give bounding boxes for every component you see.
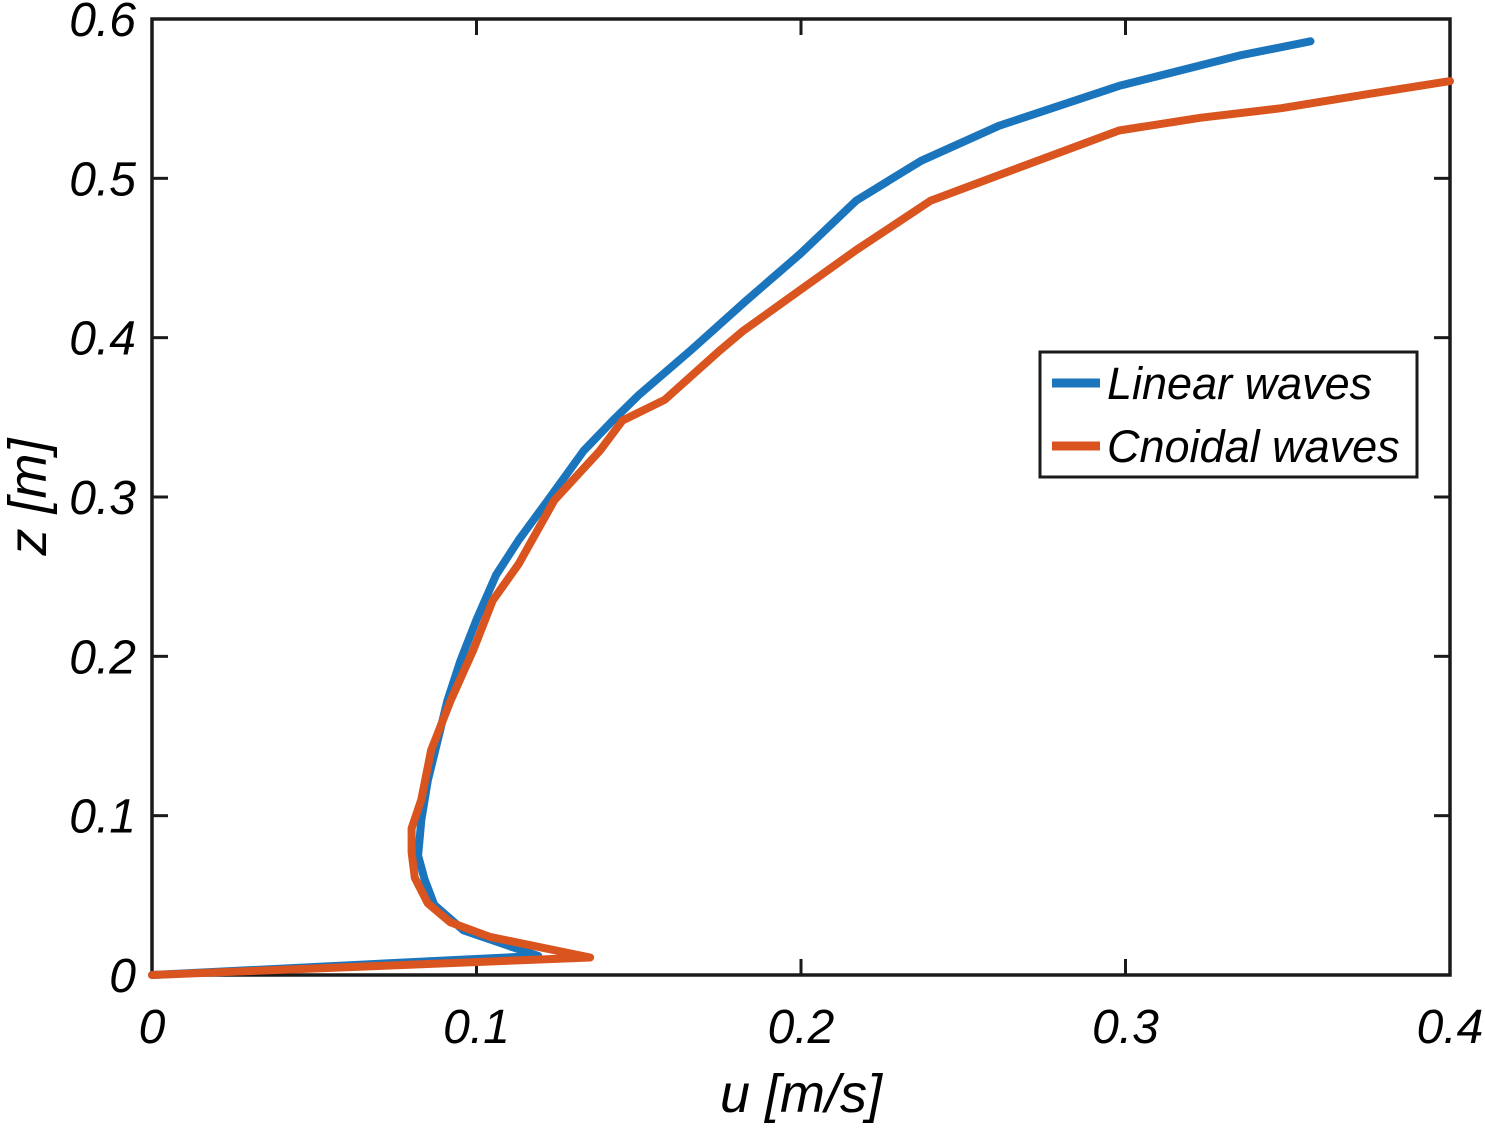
- legend-box: [1038, 350, 1419, 479]
- x-tick-label: 0.2: [768, 1001, 835, 1054]
- cnoidal-waves-line: [148, 77, 1454, 979]
- y-tick-label: 0: [109, 950, 136, 1003]
- y-axis-label: z [m]: [0, 437, 58, 557]
- x-axis-label: u [m/s]: [720, 1064, 884, 1124]
- y-tick-label: 0.4: [69, 313, 136, 366]
- legend-label: Linear waves: [1107, 358, 1372, 409]
- legend: Linear waves Cnoidal waves: [1038, 350, 1419, 479]
- axes: [150, 17, 1452, 977]
- x-tick-label: 0: [139, 1001, 166, 1054]
- y-tick-label: 0.6: [69, 0, 136, 47]
- y-tick-label: 0.2: [69, 631, 136, 684]
- legend-label: Cnoidal waves: [1107, 421, 1400, 472]
- x-tick-label: 0.4: [1417, 1001, 1484, 1054]
- tick-labels: 0 0.1 0.2 0.3 0.4 0 0.1 0.2 0.3 0.4 0.5 0.6: [69, 0, 1483, 1054]
- y-tick-label: 0.1: [69, 791, 136, 844]
- y-tick-label: 0.5: [69, 153, 136, 206]
- x-tick-label: 0.1: [443, 1001, 510, 1054]
- y-tick-label: 0.3: [69, 472, 136, 525]
- data-series: [148, 37, 1454, 979]
- linear-waves-line: [148, 37, 1315, 979]
- x-tick-label: 0.3: [1092, 1001, 1159, 1054]
- plot-box: [150, 17, 1452, 977]
